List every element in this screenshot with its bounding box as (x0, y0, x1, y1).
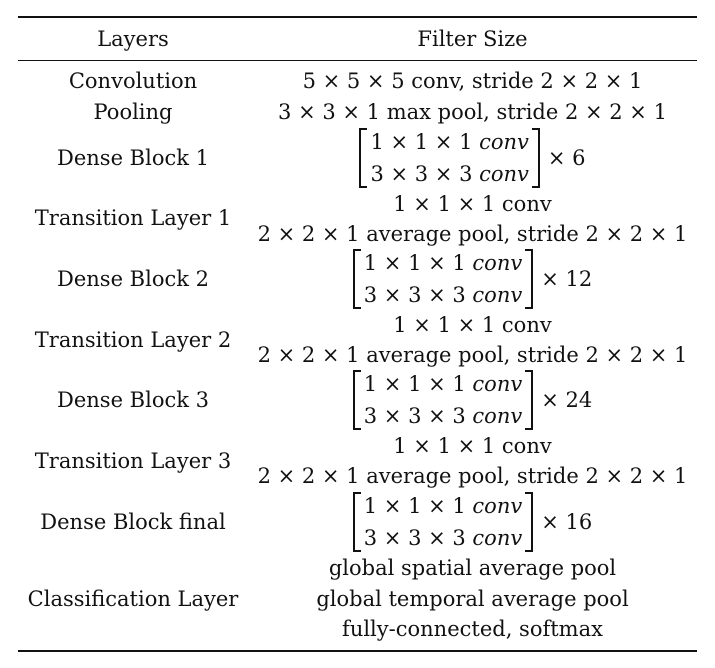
layer-name: Convolution (68, 69, 198, 93)
matrix-bracket: 1 × 1 × 1 conv 3 × 3 × 3 conv (359, 128, 540, 188)
filter-size: 2 × 2 × 1 average pool, stride 2 × 2 × 1 (257, 464, 688, 488)
filter-size: fully-connected, softmax (342, 617, 603, 641)
repeat-multiplier: × 24 (541, 388, 593, 412)
repeat-multiplier: × 6 (547, 146, 586, 170)
filter-size: 1 × 1 × 1 conv (393, 434, 552, 458)
repeat-multiplier: × 16 (541, 510, 593, 534)
filter-size: 2 × 2 × 1 average pool, stride 2 × 2 × 1 (257, 343, 688, 367)
matrix-row-2: 3 × 3 × 3 conv (363, 404, 523, 428)
filter-size: 1 × 1 × 1 conv (393, 313, 552, 337)
header-layers: Layers (97, 27, 169, 51)
dense-block-matrix: 1 × 1 × 1 conv 3 × 3 × 3 conv × 12 (248, 248, 697, 310)
matrix-row-1: 1 × 1 × 1 conv (370, 130, 529, 154)
layer-name: Dense Block 1 (57, 146, 209, 170)
filter-size: 1 × 1 × 1 conv (393, 192, 552, 216)
layer-name: Dense Block 3 (57, 388, 209, 412)
matrix-row-1: 1 × 1 × 1 conv (363, 372, 523, 396)
layer-name: Dense Block final (40, 510, 226, 534)
repeat-multiplier: × 12 (541, 267, 593, 291)
matrix-row-1: 1 × 1 × 1 conv (363, 494, 523, 518)
layer-name: Pooling (93, 100, 173, 124)
matrix-row-2: 3 × 3 × 3 conv (363, 283, 523, 307)
matrix-bracket: 1 × 1 × 1 conv 3 × 3 × 3 conv (352, 249, 534, 309)
matrix-bracket: 1 × 1 × 1 conv 3 × 3 × 3 conv (352, 492, 534, 552)
filter-size: 2 × 2 × 1 average pool, stride 2 × 2 × 1 (257, 222, 688, 246)
matrix-row-1: 1 × 1 × 1 conv (363, 251, 523, 275)
dense-block-matrix: 1 × 1 × 1 conv 3 × 3 × 3 conv × 16 (248, 491, 697, 553)
filter-size: 5 × 5 × 5 conv, stride 2 × 2 × 1 (302, 69, 643, 93)
header-rule (18, 60, 697, 61)
matrix-bracket: 1 × 1 × 1 conv 3 × 3 × 3 conv (352, 370, 534, 430)
matrix-row-2: 3 × 3 × 3 conv (370, 162, 529, 186)
layer-name: Dense Block 2 (57, 267, 209, 291)
filter-size: global spatial average pool (328, 556, 617, 580)
layer-name: Transition Layer 1 (34, 206, 232, 230)
dense-block-matrix: 1 × 1 × 1 conv 3 × 3 × 3 conv × 6 (248, 127, 697, 189)
header-filter-size: Filter Size (417, 27, 528, 51)
dense-block-matrix: 1 × 1 × 1 conv 3 × 3 × 3 conv × 24 (248, 369, 697, 431)
layer-name: Classification Layer (27, 587, 239, 611)
layer-name: Transition Layer 2 (34, 328, 232, 352)
filter-size: 3 × 3 × 1 max pool, stride 2 × 2 × 1 (278, 100, 667, 124)
bottom-rule (18, 650, 697, 652)
layer-name: Transition Layer 3 (34, 449, 232, 473)
filter-size: global temporal average pool (316, 587, 629, 611)
matrix-row-2: 3 × 3 × 3 conv (363, 526, 523, 550)
top-rule (18, 16, 697, 18)
